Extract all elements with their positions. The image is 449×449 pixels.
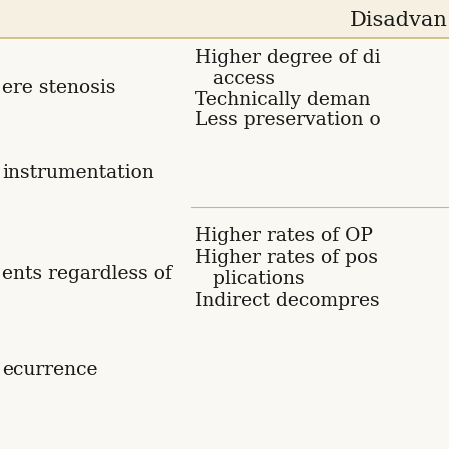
Text: Disadvan: Disadvan xyxy=(350,11,448,30)
Text: Higher rates of OP: Higher rates of OP xyxy=(195,227,373,245)
Text: Less preservation o: Less preservation o xyxy=(195,111,381,129)
Text: Higher degree of di: Higher degree of di xyxy=(195,49,381,67)
Text: plications: plications xyxy=(195,270,305,288)
Text: ere stenosis: ere stenosis xyxy=(2,79,116,97)
Text: ecurrence: ecurrence xyxy=(2,361,98,379)
Text: Higher rates of pos: Higher rates of pos xyxy=(195,249,379,267)
Text: instrumentation: instrumentation xyxy=(2,164,154,182)
Text: Technically deman: Technically deman xyxy=(195,91,371,109)
Text: access: access xyxy=(195,70,275,88)
Text: Indirect decompres: Indirect decompres xyxy=(195,292,380,310)
Text: ents regardless of: ents regardless of xyxy=(2,265,172,283)
FancyBboxPatch shape xyxy=(0,0,449,38)
